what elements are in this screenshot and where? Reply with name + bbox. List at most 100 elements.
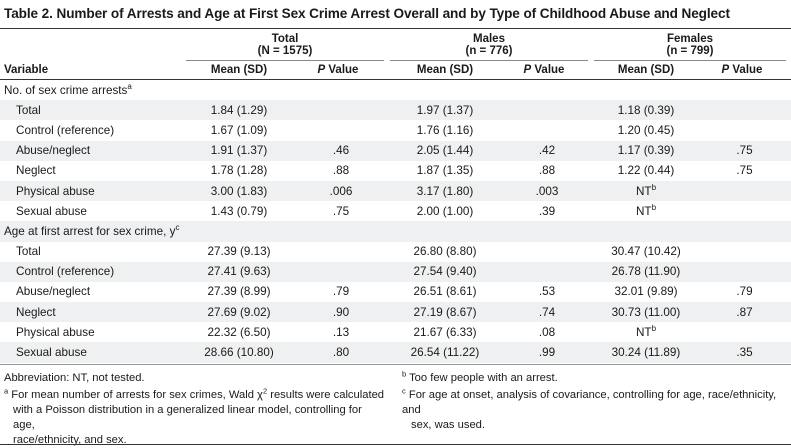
mean-sd-cell: 27.39 (8.99) [207, 285, 271, 299]
header-rule [0, 79, 791, 80]
column-header-mean: Mean (SD) [210, 64, 268, 76]
mean-sd-cell: 26.78 (11.90) [594, 261, 698, 282]
p-value-cell: .87 [698, 302, 791, 323]
footnote-abbreviation: Abbreviation: NT, not tested. [4, 372, 145, 384]
mean-sd-cell: NTb [594, 180, 698, 202]
footnote-b: b Too few people with an arrest. [402, 369, 558, 384]
row-label: Abuse/neglect [16, 285, 91, 299]
group-underline [186, 60, 384, 61]
table-row: Abuse/neglect 1.91 (1.37) .46 2.05 (1.44) .4… [0, 140, 791, 161]
p-value-cell [292, 242, 390, 262]
p-value-cell: .80 [292, 342, 390, 363]
p-value-cell [698, 100, 791, 121]
row-label: Control (reference) [16, 123, 115, 137]
p-value-cell [698, 322, 791, 342]
row-label: Total [16, 245, 41, 259]
table-row: Physical abuse 3.00 (1.83) .006 3.17 (1.80)… [0, 180, 791, 202]
mean-sd-cell: 1.76 (1.16) [416, 123, 474, 137]
mean-sd-cell: 27.54 (9.40) [390, 261, 500, 282]
table-row: Neglect 1.78 (1.28) .88 1.87 (1.35) .88 1.22 … [0, 161, 791, 181]
column-header-mean: Mean (SD) [617, 64, 675, 76]
group-name: Total [271, 33, 299, 45]
mean-sd-cell: 1.22 (0.44) [617, 164, 675, 178]
mean-sd-cell: 27.19 (8.67) [390, 302, 500, 323]
p-value-cell: .08 [538, 325, 556, 339]
mean-sd-cell: 1.17 (0.39) [594, 140, 698, 161]
p-value-cell: .75 [332, 204, 350, 218]
column-header-pvalue: P Value [721, 64, 763, 76]
mean-sd-cell: 26.54 (11.22) [390, 342, 500, 363]
p-value-cell [698, 201, 791, 221]
p-value-cell [698, 180, 791, 202]
mean-sd-cell: 30.47 (10.42) [611, 245, 681, 259]
p-value-cell: .53 [538, 285, 556, 299]
p-value-cell: .46 [292, 140, 390, 161]
table-row: Control (reference) 27.41 (9.63) 27.54 (9.… [0, 261, 791, 282]
mean-sd-cell: 30.24 (11.89) [594, 342, 698, 363]
p-value-cell: .88 [538, 164, 556, 178]
mean-sd-cell: 1.84 (1.29) [186, 100, 292, 121]
group-header-females: Females (n = 799) [594, 33, 786, 57]
p-value-cell: .35 [698, 342, 791, 363]
mean-sd-cell: 1.18 (0.39) [594, 100, 698, 121]
group-header-males: Males (n = 776) [390, 33, 588, 57]
p-value-cell [292, 261, 390, 282]
section-label: Age at first arrest for sex crime, yc [0, 221, 791, 242]
table-row: Abuse/neglect 27.39 (8.99) .79 26.51 (8.61)… [0, 282, 791, 302]
group-header-total: Total (N = 1575) [186, 33, 384, 57]
mean-sd-cell: 21.67 (6.33) [413, 325, 477, 339]
mean-sd-cell: 22.32 (6.50) [207, 325, 271, 339]
table-row: Control (reference) 1.67 (1.09) 1.76 (1.16… [0, 120, 791, 140]
table-row: Neglect 27.69 (9.02) .90 27.19 (8.67) .74 30.… [0, 302, 791, 323]
p-value-cell: .003 [500, 180, 594, 202]
p-value-cell [500, 100, 594, 121]
table-bottom-rule [0, 364, 791, 365]
p-value-cell: .88 [332, 164, 350, 178]
p-value-cell: .75 [698, 140, 791, 161]
mean-sd-cell: 1.87 (1.35) [416, 164, 474, 178]
group-name: Females [666, 33, 714, 45]
mean-sd-cell: 1.97 (1.37) [390, 100, 500, 121]
mean-sd-cell: 27.69 (9.02) [186, 302, 292, 323]
p-value-cell: .74 [500, 302, 594, 323]
p-value-cell: .42 [500, 140, 594, 161]
p-value-cell [698, 242, 791, 262]
group-n: (n = 799) [666, 45, 714, 57]
row-label: Neglect [16, 164, 56, 178]
row-label: Control (reference) [0, 261, 186, 282]
p-value-cell [698, 261, 791, 282]
table-row: Physical abuse 22.32 (6.50) .13 21.67 (6.33… [0, 322, 791, 342]
mean-sd-cell: NTb [635, 202, 657, 218]
group-n: (n = 776) [465, 45, 513, 57]
footnote-c: c For age at onset, analysis of covarian… [402, 386, 777, 431]
mean-sd-cell: 1.67 (1.09) [210, 123, 268, 137]
data-table: No. of sex crime arrestsa Total 1.84 (1.29… [0, 80, 791, 363]
table-row: Sexual abuse 28.66 (10.80) .80 26.54 (11.22… [0, 342, 791, 363]
p-value-cell [292, 120, 390, 140]
mean-sd-cell: 2.00 (1.00) [416, 204, 474, 218]
mean-sd-cell: 3.00 (1.83) [186, 180, 292, 202]
mean-sd-cell: 27.41 (9.63) [186, 261, 292, 282]
mean-sd-cell: 30.73 (11.00) [594, 302, 698, 323]
p-value-cell: .90 [292, 302, 390, 323]
p-value-cell: .13 [332, 325, 350, 339]
group-n: (N = 1575) [257, 45, 313, 57]
column-header-mean: Mean (SD) [416, 64, 474, 76]
section-header-row: No. of sex crime arrestsa [0, 80, 791, 100]
p-value-cell: .006 [292, 180, 390, 202]
group-underline [594, 60, 786, 61]
mean-sd-cell: NTb [635, 323, 657, 339]
row-label: Total [0, 100, 186, 121]
p-value-cell [500, 242, 594, 262]
table-row: Total 1.84 (1.29) 1.97 (1.37) 1.18 (0.39) [0, 100, 791, 121]
group-name: Males [473, 33, 505, 45]
section-header-row: Age at first arrest for sex crime, yc [0, 221, 791, 242]
table-row: Total 27.39 (9.13) 26.80 (8.80) 30.47 (10.4… [0, 242, 791, 262]
group-underline [390, 60, 588, 61]
p-value-cell [500, 120, 594, 140]
mean-sd-cell: 3.17 (1.80) [390, 180, 500, 202]
mean-sd-cell: 27.39 (9.13) [207, 245, 271, 259]
p-value-cell [292, 100, 390, 121]
row-label: Physical abuse [0, 180, 186, 202]
